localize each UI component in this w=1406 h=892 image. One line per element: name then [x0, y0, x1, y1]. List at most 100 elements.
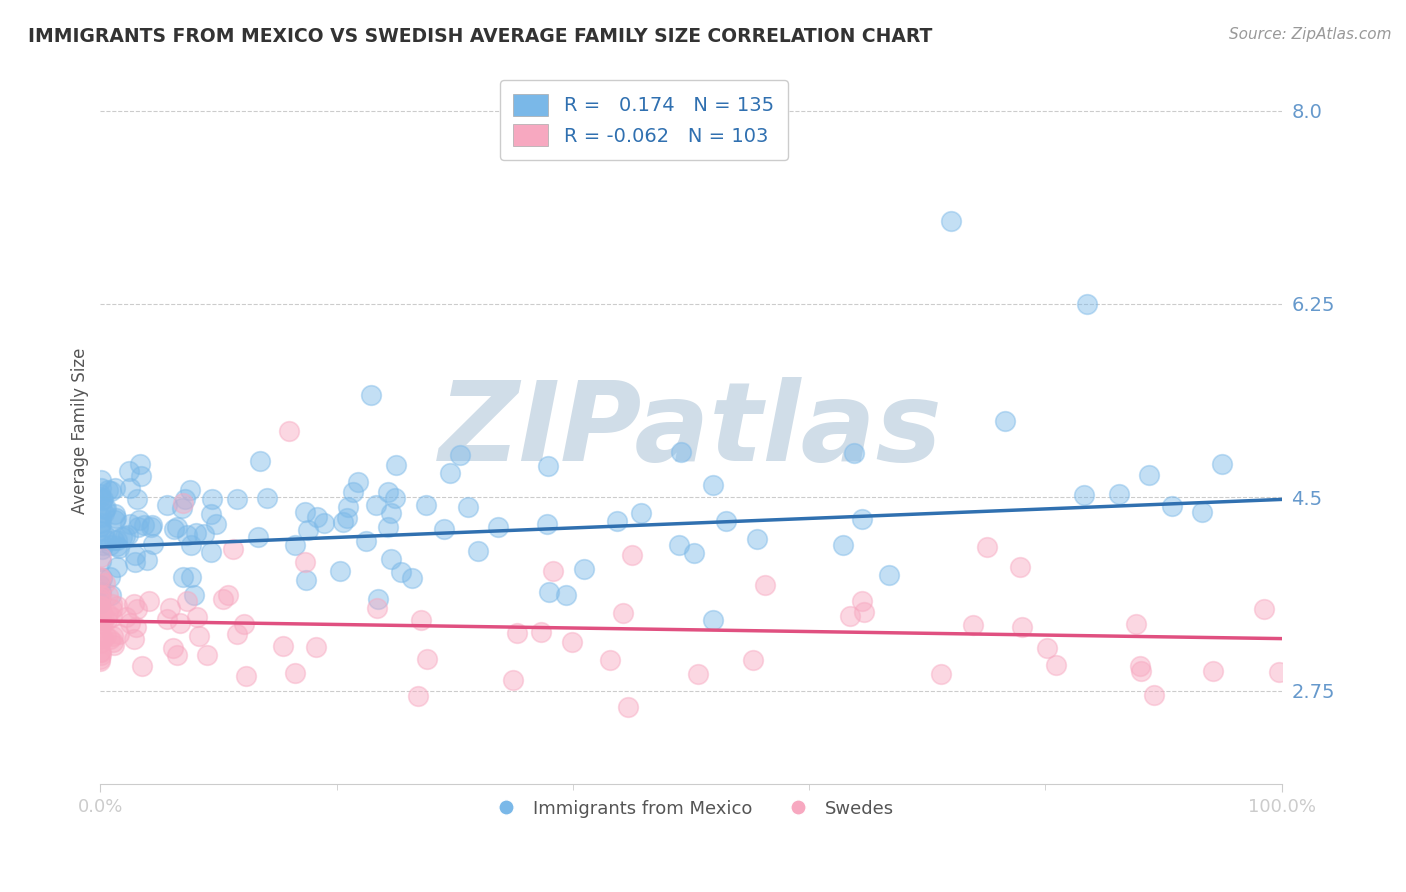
Point — [90, 632, 112, 646]
Point — [284, 538, 307, 552]
Point — [962, 618, 984, 632]
Point — [91, 631, 114, 645]
Point — [754, 577, 776, 591]
Point — [536, 516, 558, 531]
Point — [91, 538, 114, 552]
Point — [449, 448, 471, 462]
Point — [93, 613, 115, 627]
Point — [127, 519, 149, 533]
Point — [89, 578, 111, 592]
Point — [486, 520, 509, 534]
Point — [278, 424, 301, 438]
Point — [129, 469, 152, 483]
Point — [1073, 488, 1095, 502]
Point — [851, 594, 873, 608]
Point — [91, 491, 114, 506]
Point — [128, 513, 150, 527]
Point — [91, 615, 114, 630]
Point — [212, 592, 235, 607]
Point — [163, 522, 186, 536]
Point — [90, 473, 112, 487]
Point — [235, 669, 257, 683]
Point — [101, 597, 124, 611]
Point — [294, 573, 316, 587]
Point — [201, 491, 224, 506]
Point — [686, 667, 709, 681]
Point — [101, 629, 124, 643]
Point — [416, 652, 439, 666]
Point — [606, 514, 628, 528]
Point — [156, 612, 179, 626]
Point — [852, 605, 875, 619]
Point — [103, 533, 125, 547]
Point — [100, 588, 122, 602]
Point — [174, 492, 197, 507]
Point — [367, 591, 389, 606]
Point — [118, 481, 141, 495]
Point — [118, 616, 141, 631]
Point — [105, 599, 128, 613]
Point — [124, 548, 146, 562]
Point — [125, 491, 148, 506]
Point — [108, 626, 131, 640]
Point — [169, 615, 191, 630]
Point — [101, 609, 124, 624]
Point — [1076, 297, 1098, 311]
Point — [929, 667, 952, 681]
Point — [599, 653, 621, 667]
Point — [1142, 688, 1164, 702]
Point — [90, 516, 112, 531]
Point — [89, 588, 111, 602]
Point — [621, 548, 644, 562]
Point — [630, 506, 652, 520]
Point — [1011, 620, 1033, 634]
Point — [97, 589, 120, 603]
Point — [561, 634, 583, 648]
Point — [94, 533, 117, 547]
Point — [131, 659, 153, 673]
Point — [89, 636, 111, 650]
Point — [457, 500, 479, 515]
Point — [89, 599, 111, 613]
Y-axis label: Average Family Size: Average Family Size — [72, 348, 89, 514]
Point — [1211, 457, 1233, 471]
Point — [90, 648, 112, 662]
Point — [93, 506, 115, 520]
Point — [176, 528, 198, 542]
Point — [530, 625, 553, 640]
Point — [98, 570, 121, 584]
Point — [294, 505, 316, 519]
Point — [172, 496, 194, 510]
Point — [141, 518, 163, 533]
Point — [384, 491, 406, 506]
Point — [702, 478, 724, 492]
Point — [172, 500, 194, 515]
Point — [294, 555, 316, 569]
Point — [110, 530, 132, 544]
Point — [90, 585, 112, 599]
Point — [1010, 559, 1032, 574]
Point — [467, 543, 489, 558]
Point — [183, 587, 205, 601]
Point — [1045, 658, 1067, 673]
Point — [122, 632, 145, 646]
Point — [90, 645, 112, 659]
Point — [433, 522, 456, 536]
Point — [385, 458, 408, 472]
Point — [1125, 617, 1147, 632]
Point — [574, 562, 596, 576]
Point — [683, 546, 706, 560]
Point — [90, 571, 112, 585]
Text: Source: ZipAtlas.com: Source: ZipAtlas.com — [1229, 27, 1392, 42]
Point — [159, 601, 181, 615]
Point — [101, 635, 124, 649]
Point — [142, 537, 165, 551]
Point — [256, 491, 278, 505]
Point — [107, 559, 129, 574]
Point — [156, 499, 179, 513]
Point — [506, 625, 529, 640]
Point — [90, 509, 112, 524]
Point — [125, 602, 148, 616]
Point — [91, 493, 114, 508]
Point — [1268, 665, 1291, 680]
